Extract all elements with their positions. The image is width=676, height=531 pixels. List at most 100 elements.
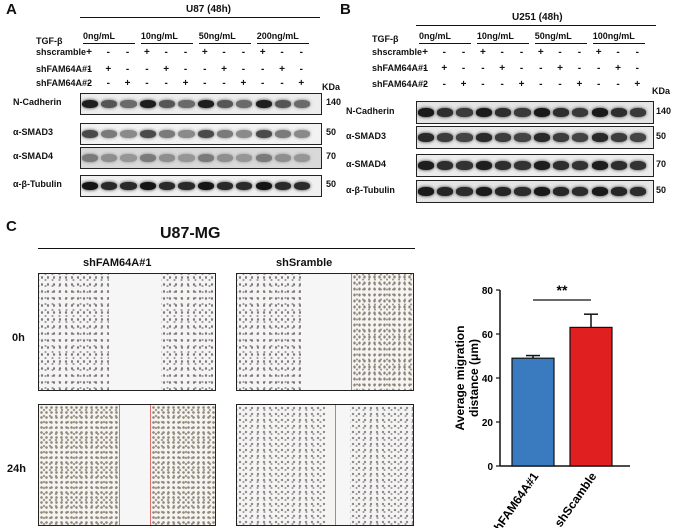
panel_a-band xyxy=(120,154,137,162)
panel_a-band xyxy=(236,182,253,190)
panel_a-band xyxy=(294,130,311,138)
panel_b-dose-line xyxy=(476,43,529,44)
panel_a-band xyxy=(197,154,214,162)
panel_b-band xyxy=(495,133,512,142)
panel_a-band xyxy=(255,130,272,138)
panel_a-band xyxy=(139,182,156,190)
panel_a-kda-value: 140 xyxy=(326,97,342,107)
panel_a-band xyxy=(197,100,214,108)
panel_a-band xyxy=(294,100,311,108)
panel_b-lane-mark: - xyxy=(635,47,639,58)
panel-a-label: A xyxy=(6,1,17,18)
panel_b-band xyxy=(610,187,628,196)
panel_b-lane-mark: - xyxy=(577,47,582,58)
panel_a-band xyxy=(178,100,195,108)
panel_a-band xyxy=(236,130,253,138)
panel_a-lane-mark: - xyxy=(106,47,110,58)
panel_b-dose-label: 10ng/mL xyxy=(476,31,514,41)
bar-0 xyxy=(511,357,555,467)
panel_b-blot-1 xyxy=(416,126,654,149)
panel_a-band xyxy=(159,182,176,190)
panel_a-band xyxy=(236,154,253,162)
panel_a-band xyxy=(101,182,118,190)
y-tick-label: 60 xyxy=(482,330,494,341)
panel_b-band xyxy=(417,187,435,196)
panel_a-lane-mark: - xyxy=(183,64,188,75)
panel_b-dose-line xyxy=(419,43,471,44)
panel_a-lane-mark: + xyxy=(240,78,247,89)
panel_b-row-label: shscramble xyxy=(372,47,423,57)
panel_b-band xyxy=(533,187,550,196)
panel_a-band xyxy=(101,130,118,138)
panel_b-lane-mark: - xyxy=(461,47,466,58)
panel_a-dose-label: 200ng/mL xyxy=(256,31,299,41)
panel_a-kda-value: 50 xyxy=(326,179,337,189)
panel_b-lane-mark: + xyxy=(479,47,486,58)
panel_a-row-label: shFAM64A#1 xyxy=(36,64,93,74)
panel_a-lane-mark: - xyxy=(261,78,265,89)
panel_a-band xyxy=(139,154,156,162)
panel_b-row-label: shFAM64A#1 xyxy=(372,63,429,73)
panel_b-band xyxy=(495,108,512,117)
panel_b-dose-label: 50ng/mL xyxy=(534,31,572,41)
panel_b-band xyxy=(610,108,628,117)
panel_a-band xyxy=(197,182,214,190)
panel_b-band xyxy=(630,108,647,117)
panel_a-band xyxy=(101,154,118,162)
panel_a-band xyxy=(255,154,272,162)
panel_b-lane-mark: - xyxy=(442,79,446,90)
x-tick-label: shScamble xyxy=(552,469,600,528)
significance-marker: ** xyxy=(557,282,568,298)
panel-b-label: B xyxy=(340,1,351,18)
panel_b-band xyxy=(533,161,550,170)
panel_b-lane-mark: + xyxy=(557,63,564,74)
panel_b-band xyxy=(552,187,570,196)
panel_a-dose-label: 10ng/mL xyxy=(140,31,178,41)
panel_a-lane-mark: - xyxy=(145,78,149,89)
y-tick-label: 40 xyxy=(482,374,494,385)
panel_b-band xyxy=(514,133,531,142)
panel_a-lane-mark: - xyxy=(241,47,246,58)
migration-bar-chart: 0 20 40 60 80 shFAM64A#1 shScamble ** Average mi… xyxy=(453,282,630,528)
panel_a-lane-mark: + xyxy=(105,64,112,75)
panel_b-lane-mark: - xyxy=(597,79,601,90)
panel_b-kda-value: 140 xyxy=(656,105,672,116)
panel_a-blot-label: α-SMAD4 xyxy=(13,151,54,161)
panel_a-band xyxy=(159,154,176,162)
panel_b-lane-mark: - xyxy=(461,63,466,74)
panel_a-band xyxy=(178,182,195,190)
panel_b-dose-label: 0ng/mL xyxy=(419,31,452,41)
panel_b-band xyxy=(591,161,608,170)
panel_b-lane-mark: + xyxy=(518,79,525,90)
panel_a-band xyxy=(81,130,99,138)
panel_b-lane-mark: + xyxy=(441,63,448,74)
panel_b-lane-mark: - xyxy=(481,63,485,74)
panel_b-band xyxy=(475,187,492,196)
panel_a-lane-mark: + xyxy=(279,64,285,75)
panel_b-kda-value: 70 xyxy=(656,158,667,169)
panel_a-lane-mark: + xyxy=(124,78,131,89)
panel_b-band xyxy=(475,133,492,142)
panel-b-title: U251 (48h) xyxy=(512,12,563,23)
panel_b-band xyxy=(572,133,589,142)
panel_a-band xyxy=(216,100,234,108)
panel_b-blot-2 xyxy=(416,154,654,177)
panel_b-band xyxy=(475,161,492,170)
panel_b-lane-mark: - xyxy=(500,79,504,90)
panel_a-lane-mark: + xyxy=(143,47,150,58)
panel_a-band xyxy=(120,100,137,108)
panel_b-lane-mark: - xyxy=(635,63,639,74)
panel_a-kda-value: 70 xyxy=(326,151,337,161)
panel_a-dose-label: 50ng/mL xyxy=(198,31,236,41)
micrograph-shfam64a-24h xyxy=(38,404,216,526)
panel_b-band xyxy=(456,133,473,142)
panel_a-band xyxy=(81,100,99,108)
panel_a-band xyxy=(178,154,195,162)
panel_b-band xyxy=(610,161,628,170)
row-label-24h: 24h xyxy=(7,463,26,475)
panel_b-dose-line xyxy=(592,43,645,44)
panel_a-lane-mark: + xyxy=(86,47,92,58)
panel_b-band xyxy=(572,187,589,196)
panel_b-lane-mark: - xyxy=(577,63,582,74)
panel_a-band xyxy=(197,130,214,138)
